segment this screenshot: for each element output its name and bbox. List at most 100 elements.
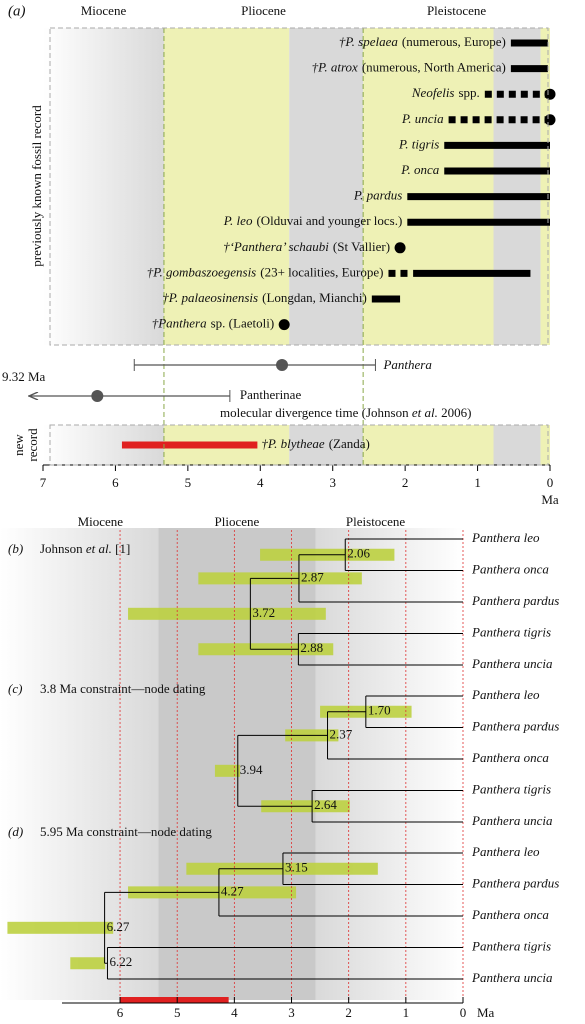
taxon-name: P. pardus bbox=[353, 188, 402, 203]
taxon-label: P. tigris bbox=[398, 136, 439, 151]
time-band bbox=[363, 425, 494, 465]
time-band bbox=[363, 28, 494, 345]
node-age: 6.22 bbox=[109, 954, 132, 969]
taxon-name: †P. atrox bbox=[312, 60, 358, 75]
x-tick-label: 5 bbox=[185, 475, 192, 490]
x-tick-label: 4 bbox=[231, 1005, 238, 1020]
x-tick-label: 2 bbox=[345, 1005, 352, 1020]
node-age: 1.70 bbox=[368, 703, 391, 718]
x-tick-label: 3 bbox=[288, 1005, 295, 1020]
taxon-name: †P. blytheae bbox=[261, 436, 325, 451]
lines bbox=[28, 28, 551, 1004]
taxon-name: †P. spelaea bbox=[339, 34, 398, 49]
node-age: 2.87 bbox=[301, 569, 324, 584]
tip-label: Panthera uncia bbox=[471, 813, 553, 828]
tip-label: Panthera onca bbox=[471, 750, 549, 765]
x-tick-label: 6 bbox=[112, 475, 119, 490]
fossil-point bbox=[278, 319, 290, 331]
hpd-bar bbox=[128, 607, 326, 620]
node-age: 2.37 bbox=[330, 726, 353, 741]
tip-label: Panthera tigris bbox=[471, 938, 551, 953]
hpd-bar bbox=[7, 921, 114, 934]
epoch-shade bbox=[158, 528, 316, 1000]
taxon-label: P. leo (Olduvai and younger locs.) bbox=[223, 213, 403, 228]
x-tick-label: 7 bbox=[40, 475, 47, 490]
taxon-label: P. uncia bbox=[401, 111, 444, 126]
range-start-label: 9.32 Ma bbox=[2, 369, 46, 384]
taxon-note: (St Vallier) bbox=[333, 239, 390, 254]
caption: 3.8 Ma constraint—node dating bbox=[40, 681, 206, 696]
tip-label: Panthera tigris bbox=[471, 781, 551, 796]
panel-label: (c) bbox=[8, 681, 22, 696]
side-label: record bbox=[25, 428, 40, 462]
tip-label: Panthera onca bbox=[471, 561, 549, 576]
caption-part: 3.8 Ma constraint—node dating bbox=[40, 681, 206, 696]
x-tick-label: 2 bbox=[402, 475, 409, 490]
taxon-name: Neofelis bbox=[411, 85, 455, 100]
taxon-note: (Olduvai and younger locs.) bbox=[256, 213, 402, 228]
taxon-label: P. onca bbox=[400, 162, 440, 177]
taxon-note: (numerous, Europe) bbox=[402, 34, 506, 49]
tip-label: Panthera leo bbox=[471, 687, 540, 702]
panel-label: (b) bbox=[8, 541, 23, 556]
time-band bbox=[163, 28, 290, 345]
tip-label: Panthera leo bbox=[471, 530, 540, 545]
time-band bbox=[540, 425, 550, 465]
axis-label: Ma bbox=[477, 1005, 495, 1020]
taxon-label: †P. gombaszoegensis (23+ localities, Euro… bbox=[147, 264, 384, 279]
panel-label: (d) bbox=[8, 824, 23, 839]
taxon-note: (Longdan, Mianchi) bbox=[262, 290, 367, 305]
tip-label: Panthera uncia bbox=[471, 656, 553, 671]
taxon-label: †P. palaeosinensis (Longdan, Mianchi) bbox=[162, 290, 367, 305]
caption: molecular divergence time (Johnson et al… bbox=[220, 405, 471, 420]
caption-part: 2006) bbox=[438, 405, 472, 420]
tip-label: Panthera leo bbox=[471, 844, 540, 859]
axis-label: Ma bbox=[541, 492, 559, 507]
node-age: 2.64 bbox=[314, 797, 337, 812]
tip-label: Panthera uncia bbox=[471, 970, 553, 985]
caption-part: et al. bbox=[412, 405, 438, 420]
node-age: 3.94 bbox=[240, 762, 263, 777]
fossil-record-box bbox=[49, 27, 549, 346]
hpd-bar bbox=[70, 957, 106, 970]
caption-part: Johnson bbox=[40, 541, 86, 556]
taxon-label: †P. atrox (numerous, North America) bbox=[312, 60, 506, 75]
new-record-box bbox=[49, 424, 549, 466]
taxon-label: Neofelis spp. bbox=[411, 85, 480, 100]
taxon-name: †P. gombaszoegensis bbox=[147, 264, 257, 279]
node-age: 4.27 bbox=[221, 883, 244, 898]
node-age: 3.72 bbox=[252, 605, 275, 620]
caption-part: [1] bbox=[112, 541, 130, 556]
x-tick-label: 6 bbox=[117, 1005, 124, 1020]
time-band bbox=[540, 28, 550, 345]
tip-label: Panthera tigris bbox=[471, 624, 551, 639]
time-band bbox=[289, 425, 364, 465]
node-age: 2.88 bbox=[300, 640, 323, 655]
hpd-bar bbox=[214, 764, 241, 777]
taxon-label: †Panthera sp. (Laetoli) bbox=[152, 316, 274, 331]
x-tick-label: 0 bbox=[460, 1005, 467, 1020]
epoch-label: Miocene bbox=[78, 514, 124, 529]
x-tick-label: 1 bbox=[474, 475, 481, 490]
taxon-note: (numerous, North America) bbox=[362, 60, 506, 75]
side-label: previously known fossil record bbox=[29, 105, 44, 267]
taxon-name: P. uncia bbox=[401, 111, 444, 126]
panel-label: (a) bbox=[8, 3, 26, 19]
fossil-point bbox=[394, 242, 406, 254]
time-band bbox=[289, 28, 364, 345]
fossil-range bbox=[120, 997, 229, 1003]
taxon-name: P. onca bbox=[400, 162, 440, 177]
epoch-label: Pleistocene bbox=[346, 514, 405, 529]
tip-label: Panthera pardus bbox=[471, 718, 559, 733]
epoch-label: Pliocene bbox=[241, 3, 286, 18]
clade-label: Panthera bbox=[382, 357, 432, 372]
background bbox=[0, 28, 550, 1000]
tip-label: Panthera pardus bbox=[471, 593, 559, 608]
x-tick-label: 3 bbox=[329, 475, 336, 490]
epoch-label: Pliocene bbox=[215, 514, 260, 529]
time-band bbox=[493, 425, 541, 465]
caption: 5.95 Ma constraint—node dating bbox=[40, 824, 212, 839]
epoch-label: Miocene bbox=[81, 3, 127, 18]
epoch-shade bbox=[0, 528, 159, 1000]
